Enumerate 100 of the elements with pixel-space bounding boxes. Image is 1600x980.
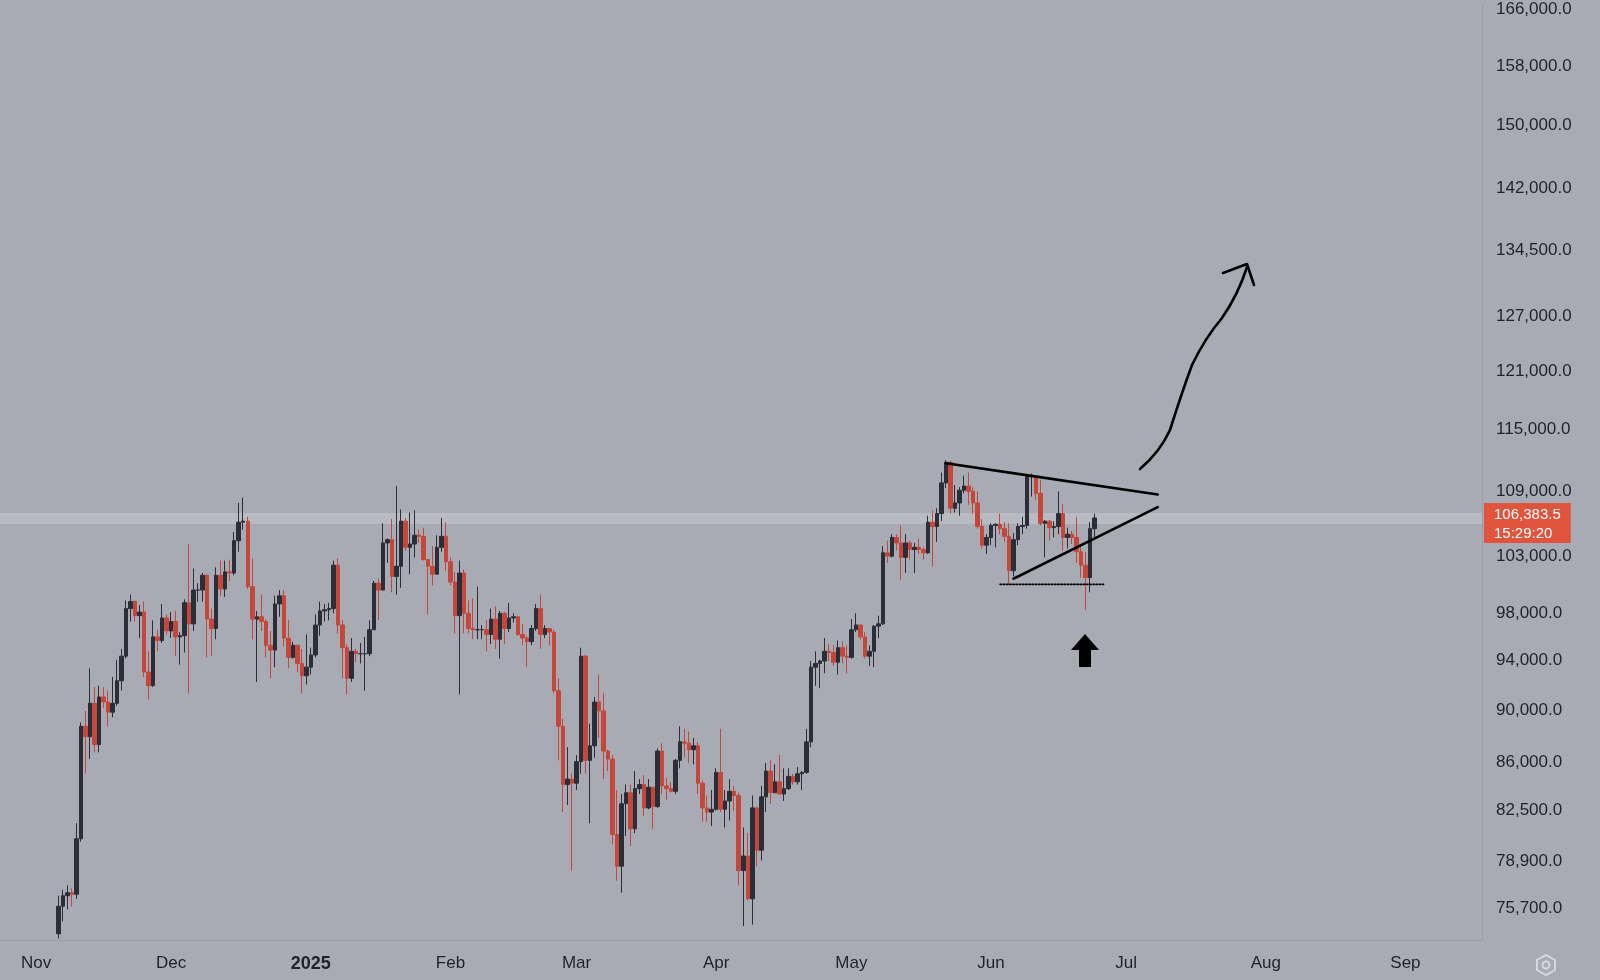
candlestick [1029, 473, 1034, 498]
x-tick-label: Dec [156, 953, 187, 972]
candlestick [777, 754, 782, 795]
candlestick [151, 619, 155, 688]
candlestick [628, 784, 633, 847]
y-tick-label: 75,700.0 [1496, 898, 1563, 918]
candlestick [191, 568, 196, 632]
candlestick [948, 460, 953, 515]
candlestick [133, 599, 137, 622]
candlestick [164, 613, 169, 635]
candlestick [831, 644, 836, 667]
candlestick [768, 759, 773, 805]
candlestick [691, 737, 696, 765]
candlestick [137, 604, 142, 639]
x-tick-label: Apr [702, 953, 730, 972]
x-tick-label: Jun [977, 953, 1005, 972]
candlestick [160, 603, 164, 644]
y-tick-label: 103,000.0 [1496, 545, 1572, 565]
candlestick [718, 728, 723, 813]
candlestick [354, 648, 358, 663]
candlestick [1043, 519, 1047, 558]
candlestick [498, 610, 502, 660]
candlestick [890, 533, 894, 558]
candlestick [583, 654, 588, 775]
x-tick-label: Feb [435, 953, 466, 972]
candlestick [475, 586, 480, 640]
candlestick [993, 522, 998, 548]
candlestick [903, 533, 908, 574]
candlestick [795, 766, 800, 786]
candlestick [457, 560, 462, 695]
candlestick [304, 634, 309, 685]
candlestick [836, 639, 840, 676]
candlestick [773, 763, 777, 794]
candlestick [908, 540, 912, 561]
candlestick [484, 619, 489, 652]
candlestick [1083, 551, 1088, 611]
y-tick-label: 109,000.0 [1496, 480, 1572, 500]
candlestick [912, 542, 917, 574]
candlestick [565, 746, 570, 806]
candlestick [394, 485, 399, 596]
x-tick-label: Sep [1390, 953, 1421, 972]
y-tick-label: 82,500.0 [1496, 799, 1563, 819]
y-tick-label: 150,000.0 [1496, 115, 1572, 135]
candlestick [502, 611, 507, 645]
candlestick [173, 610, 178, 657]
candlestick [1065, 527, 1070, 549]
candlestick [349, 637, 354, 683]
candlestick [169, 611, 173, 639]
candlestick [1061, 503, 1065, 552]
candlestick [755, 805, 759, 867]
ref-line-label: 106,383.5 [1494, 505, 1561, 523]
candlestick [155, 629, 160, 652]
candlestick [1038, 479, 1043, 526]
x-tick-label: Jul [1115, 953, 1138, 972]
candlestick [493, 605, 498, 650]
candlestick [92, 686, 97, 753]
y-tick-label: 78,900.0 [1496, 850, 1563, 870]
candlestick [741, 826, 746, 927]
candlestick [682, 728, 687, 759]
candlestick [791, 773, 795, 786]
y-tick-label: 94,000.0 [1496, 650, 1563, 670]
candlestick [1056, 490, 1061, 535]
candlestick [291, 641, 295, 660]
candlestick [646, 778, 651, 810]
y-tick-label: 134,500.0 [1496, 239, 1572, 259]
x-tick-label: 2025 [290, 953, 331, 973]
candlestick [88, 667, 92, 760]
y-tick-label: 158,000.0 [1496, 55, 1572, 75]
candlestick [489, 608, 493, 645]
y-tick-label: 121,000.0 [1496, 361, 1572, 381]
candlestick [376, 578, 381, 621]
text: 15:29:20 [1494, 524, 1553, 542]
candlestick [70, 887, 74, 907]
candlestick [255, 610, 259, 683]
candlestick [746, 832, 750, 901]
candlestick [642, 774, 646, 817]
candlestick [655, 747, 660, 809]
candlestick [538, 594, 543, 650]
candlestick [885, 540, 890, 564]
candlestick [200, 572, 205, 603]
candlestick [926, 515, 930, 555]
candlestick [83, 710, 88, 775]
candlestick [223, 560, 227, 598]
y-tick-label: 90,000.0 [1496, 700, 1563, 720]
candlestick [390, 518, 394, 593]
candlestick [403, 517, 408, 552]
candlestick [187, 543, 191, 694]
candlestick [214, 566, 218, 640]
candlestick [930, 509, 935, 567]
x-tick-label: May [835, 953, 868, 972]
x-tick-label: Aug [1250, 953, 1281, 972]
y-tick-label: 86,000.0 [1496, 752, 1563, 772]
candlestick [1047, 519, 1052, 542]
x-tick-label: Nov [20, 953, 52, 972]
candlestick [227, 559, 232, 582]
candlestick [218, 560, 223, 597]
y-tick-label: 115,000.0 [1496, 419, 1571, 439]
candlestick [750, 794, 755, 926]
y-tick-label: 166,000.0 [1496, 0, 1572, 18]
y-tick-label: 98,000.0 [1496, 602, 1563, 622]
